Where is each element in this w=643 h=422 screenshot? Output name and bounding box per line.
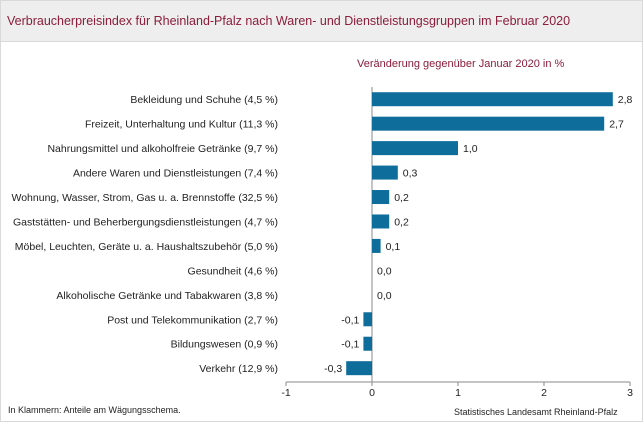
category-label: Möbel, Leuchten, Geräte u. a. Haushaltsz… [15, 241, 278, 253]
bar [372, 214, 390, 229]
value-label: -0,1 [341, 314, 359, 326]
category-label: Bildungswesen (0,9 %) [171, 339, 278, 351]
value-label: -0,3 [324, 363, 342, 375]
value-label: 1,0 [463, 143, 478, 155]
value-label: -0,1 [341, 339, 359, 351]
x-tick-label: -1 [281, 387, 290, 399]
bar [363, 312, 372, 327]
value-label: 0,3 [403, 168, 418, 180]
value-label: 2,8 [618, 94, 633, 106]
bar [372, 190, 390, 205]
category-label: Bekleidung und Schuhe (4,5 %) [130, 94, 278, 106]
value-label: 0,2 [394, 216, 409, 228]
x-tick-label: 3 [627, 387, 633, 399]
chart-title: Verbraucherpreisindex für Rheinland-Pfal… [7, 14, 571, 28]
category-label: Nahrungsmittel und alkoholfreie Getränke… [47, 143, 278, 155]
x-tick-label: 2 [541, 387, 547, 399]
bar [372, 92, 613, 107]
source-note: Statistisches Landesamt Rheinland-Pfalz [454, 407, 618, 417]
category-label: Freizeit, Unterhaltung und Kultur (11,3 … [85, 119, 278, 131]
bar [372, 141, 458, 156]
value-label: 0,0 [377, 265, 392, 277]
category-label: Verkehr (12,9 %) [199, 363, 278, 375]
value-label: 0,0 [377, 290, 392, 302]
category-label: Alkoholische Getränke und Tabakwaren (3,… [56, 290, 278, 302]
x-tick-label: 0 [369, 387, 375, 399]
value-label: 2,7 [609, 119, 624, 131]
category-label: Post und Telekommunikation (2,7 %) [107, 314, 278, 326]
category-label: Andere Waren und Dienstleistungen (7,4 %… [73, 168, 278, 180]
footnote: In Klammern: Anteile am Wägungsschema. [8, 405, 181, 415]
bar [363, 336, 372, 351]
value-label: 0,2 [394, 192, 409, 204]
bar [372, 165, 398, 180]
category-label: Gesundheit (4,6 %) [188, 265, 278, 277]
value-label: 0,1 [386, 241, 401, 253]
bar [346, 361, 372, 376]
chart-subtitle: Veränderung gegenüber Januar 2020 in % [357, 58, 565, 70]
title-bar: Verbraucherpreisindex für Rheinland-Pfal… [1, 1, 642, 42]
category-label: Wohnung, Wasser, Strom, Gas u. a. Brenns… [11, 192, 278, 204]
bar [372, 238, 381, 253]
bar [372, 116, 605, 131]
x-tick-label: 1 [455, 387, 461, 399]
category-label: Gaststätten- und Beherbergungsdienstleis… [13, 216, 278, 228]
